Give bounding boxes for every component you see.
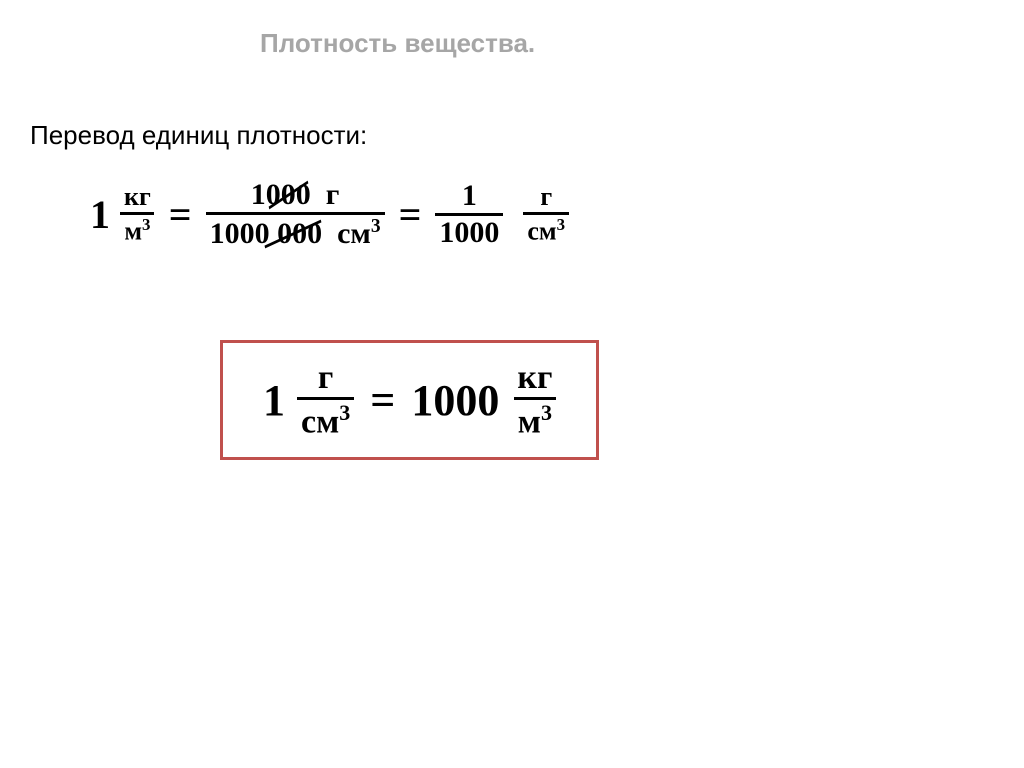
fraction-expanded: 1000 г 1000 000 см3 — [206, 180, 385, 249]
numerator: 1 — [458, 181, 481, 213]
unit-exponent: 3 — [142, 215, 150, 234]
value: 1000 — [411, 375, 499, 426]
unit-base: м — [124, 217, 142, 246]
denominator: см3 — [297, 397, 354, 439]
digits-kept: 1000 — [251, 178, 311, 211]
unit-base: см — [527, 217, 556, 246]
fraction-kg-m3: кг м3 — [513, 361, 556, 439]
numerator: 1000 г — [247, 180, 344, 212]
value-with-strike: 1000 — [251, 180, 311, 210]
unit-exponent: 3 — [339, 400, 350, 425]
numerator: г — [314, 361, 337, 397]
coefficient: 1 — [90, 191, 110, 238]
fraction-one-over-thousand: 1 1000 — [435, 181, 503, 248]
highlight-box: 1 г см3 = 1000 кг м3 — [220, 340, 599, 460]
unit-base: м — [518, 403, 541, 440]
unit-exponent: 3 — [371, 216, 381, 237]
unit-exponent: 3 — [541, 400, 552, 425]
numerator: кг — [120, 184, 155, 212]
unit-base: см — [301, 403, 339, 440]
equals-sign: = — [370, 375, 395, 426]
fraction-kg-m3: кг м3 — [120, 184, 155, 245]
value-with-strike: 1000 000 — [210, 219, 323, 249]
unit-label: г — [326, 178, 340, 211]
numerator: г — [536, 184, 556, 212]
digits-struck: 000 — [277, 217, 322, 250]
denominator: см3 — [523, 212, 569, 245]
fraction-g-cm3: г см3 — [297, 361, 354, 439]
unit-base: см — [337, 217, 371, 250]
equals-sign: = — [169, 191, 192, 238]
unit — [318, 178, 326, 211]
numerator: кг — [513, 361, 556, 397]
denominator: 1000 000 см3 — [206, 212, 385, 249]
denominator: м3 — [120, 212, 154, 245]
section-heading: Перевод единиц плотности: — [30, 120, 367, 151]
equals-sign: = — [399, 191, 422, 238]
fraction-g-cm3: г см3 — [523, 184, 569, 245]
denominator: 1000 — [435, 213, 503, 248]
equation-key-result: 1 г см3 = 1000 кг м3 — [263, 361, 556, 439]
coefficient: 1 — [263, 375, 285, 426]
digits-kept: 1000 — [210, 217, 270, 250]
unit-exponent: 3 — [557, 215, 565, 234]
page-title: Плотность вещества. — [260, 28, 535, 59]
equation-unit-conversion: 1 кг м3 = 1000 г 1000 000 см3 — [90, 180, 569, 249]
denominator: м3 — [514, 397, 556, 439]
